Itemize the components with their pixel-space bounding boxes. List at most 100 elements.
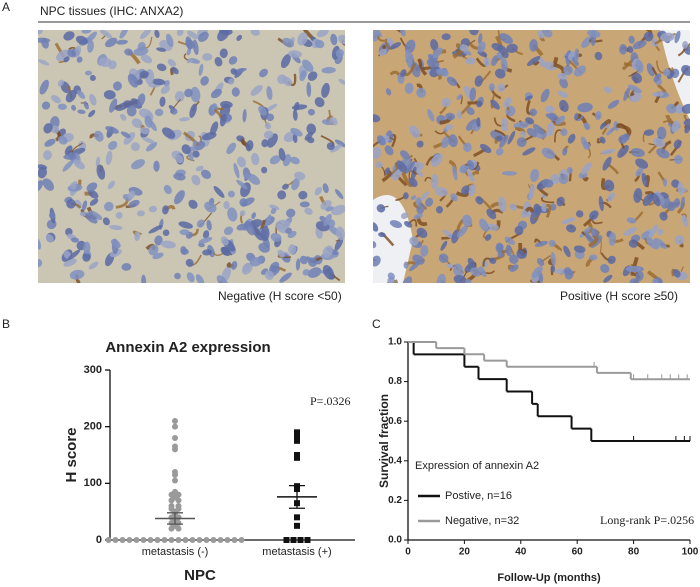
- nucleus: [200, 76, 209, 86]
- nucleus: [154, 108, 164, 117]
- nucleus: [105, 37, 118, 48]
- nucleus: [567, 133, 576, 144]
- nucleus: [373, 146, 382, 160]
- nucleus: [174, 190, 185, 205]
- nucleus: [65, 89, 77, 103]
- nucleus: [321, 67, 336, 74]
- nucleus: [500, 56, 508, 72]
- nucleus: [197, 30, 210, 38]
- nucleus: [496, 52, 503, 60]
- nucleus: [288, 50, 303, 58]
- nucleus: [41, 101, 51, 110]
- nucleus: [87, 40, 94, 53]
- nucleus: [268, 204, 280, 210]
- legend-label: Postive, n=16: [445, 490, 512, 502]
- nucleus: [504, 236, 515, 245]
- nucleus: [643, 129, 655, 136]
- nucleus: [494, 68, 506, 79]
- nucleus: [174, 90, 185, 103]
- nucleus: [575, 210, 584, 218]
- nucleus: [451, 229, 460, 244]
- nucleus: [58, 135, 68, 145]
- point: [119, 537, 126, 543]
- nucleus: [109, 98, 118, 113]
- nucleus: [499, 33, 513, 44]
- nucleus: [526, 127, 538, 138]
- nucleus: [466, 169, 475, 183]
- nucleus: [139, 30, 152, 40]
- nucleus: [581, 162, 592, 175]
- nucleus: [88, 210, 103, 220]
- nucleus: [108, 60, 117, 70]
- y-tick-label: 0.8: [388, 376, 402, 387]
- point: [105, 537, 112, 543]
- nucleus: [306, 123, 317, 135]
- nucleus: [331, 204, 345, 216]
- nucleus: [479, 218, 489, 232]
- nucleus: [541, 178, 554, 188]
- nucleus: [89, 74, 96, 82]
- nucleus: [71, 104, 77, 111]
- nucleus: [588, 254, 598, 261]
- nucleus: [557, 73, 568, 80]
- nucleus: [302, 269, 311, 276]
- nucleus: [400, 150, 410, 160]
- nucleus: [566, 224, 577, 233]
- nucleus: [632, 40, 647, 50]
- nucleus: [162, 229, 170, 236]
- nucleus: [625, 265, 642, 273]
- nucleus: [425, 197, 434, 207]
- point: [294, 437, 300, 444]
- nucleus: [103, 90, 116, 100]
- nucleus: [152, 252, 164, 260]
- nucleus: [239, 210, 246, 217]
- nucleus: [671, 120, 681, 133]
- nucleus: [124, 48, 133, 56]
- nucleus: [291, 178, 300, 191]
- nucleus: [478, 33, 483, 45]
- x-tick-label: 0: [405, 547, 411, 558]
- nucleus: [186, 47, 192, 56]
- nucleus: [227, 207, 238, 222]
- nucleus: [116, 39, 128, 45]
- nucleus: [410, 166, 417, 181]
- nucleus: [206, 219, 212, 231]
- nucleus: [276, 225, 287, 234]
- nucleus: [651, 92, 664, 97]
- nucleus: [541, 147, 556, 159]
- nucleus: [440, 240, 448, 251]
- nucleus: [681, 214, 689, 228]
- x-axis-title: NPC: [184, 567, 216, 584]
- nucleus: [460, 166, 468, 174]
- nucleus: [192, 150, 200, 158]
- nucleus: [456, 94, 463, 101]
- nucleus: [607, 99, 620, 109]
- legend-title: Expression of annexin A2: [415, 460, 539, 472]
- nucleus: [466, 107, 475, 116]
- nucleus: [651, 192, 661, 207]
- nucleus: [51, 95, 61, 104]
- nucleus: [174, 154, 184, 164]
- y-tick-label: 1.0: [388, 337, 402, 348]
- nucleus: [326, 142, 335, 151]
- nucleus: [190, 86, 201, 103]
- nucleus: [63, 56, 70, 63]
- nucleus: [214, 56, 223, 67]
- nucleus: [561, 217, 576, 225]
- nucleus: [49, 212, 56, 219]
- nucleus: [385, 88, 392, 96]
- nucleus: [159, 96, 166, 107]
- nucleus: [545, 105, 555, 113]
- nucleus: [623, 227, 637, 236]
- nucleus: [577, 102, 593, 113]
- nucleus: [123, 132, 136, 145]
- nucleus: [41, 38, 49, 49]
- y-tick-label: 0.2: [388, 495, 402, 506]
- point: [294, 522, 300, 529]
- nucleus: [89, 198, 99, 206]
- point: [154, 537, 161, 543]
- nucleus: [186, 272, 195, 283]
- nucleus: [181, 144, 191, 155]
- nucleus: [70, 152, 77, 159]
- nucleus: [457, 225, 469, 238]
